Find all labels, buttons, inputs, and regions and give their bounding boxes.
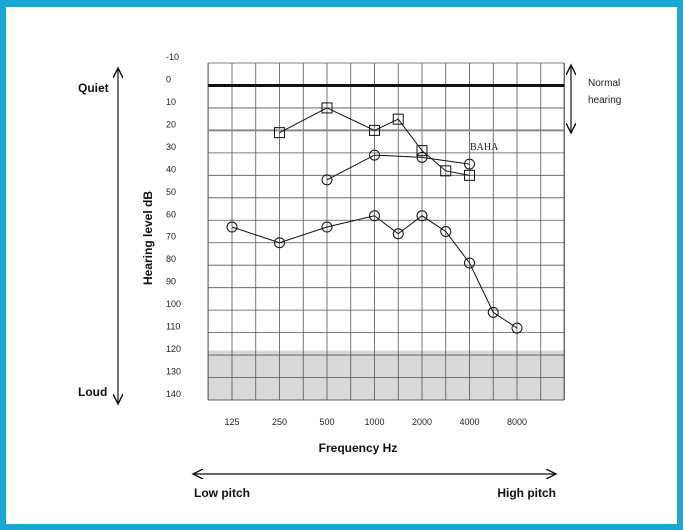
circle-point [416, 151, 428, 163]
square-point [321, 102, 333, 114]
circle-point [321, 221, 333, 233]
y-tick-label: -10 [166, 52, 179, 62]
square-point [392, 113, 404, 125]
y-bottom-label: Loud [78, 385, 107, 399]
y-tick-label: 30 [166, 142, 176, 152]
x-tick-label: 1000 [364, 417, 384, 427]
x-tick-label: 500 [319, 417, 334, 427]
series-line-1 [231, 215, 518, 329]
y-tick-label: 70 [166, 232, 176, 242]
square-point [440, 165, 452, 177]
y-tick-label: 140 [166, 389, 181, 399]
y-tick-label: 80 [166, 254, 176, 264]
square-point [274, 127, 285, 139]
x-tick-label: 125 [224, 417, 239, 427]
shaded-region [208, 350, 564, 400]
y-tick-label: 40 [166, 164, 176, 174]
circle-point [487, 306, 499, 318]
series-line-3 [326, 154, 470, 181]
x-axis-label: Frequency Hz [319, 441, 398, 455]
y-top-label: Quiet [78, 81, 109, 95]
x-tick-label: 8000 [507, 417, 527, 427]
circle-point [274, 237, 285, 249]
high-pitch-label: High pitch [497, 486, 556, 500]
x-tick-label: 250 [272, 417, 287, 427]
circle-point [464, 257, 475, 269]
y-tick-label: 50 [166, 187, 176, 197]
circle-point [511, 322, 523, 334]
square-point [464, 169, 475, 181]
circle-point [440, 226, 452, 237]
baha-label: BAHA [470, 142, 499, 153]
x-tick-label: 2000 [412, 417, 432, 427]
y-tick-label: 90 [166, 277, 176, 287]
circle-point [369, 149, 380, 161]
circle-point [416, 210, 428, 222]
circle-point [464, 158, 475, 170]
low-pitch-label: Low pitch [194, 486, 250, 500]
circle-point [226, 221, 238, 233]
y-tick-label: 20 [166, 119, 176, 129]
square-point [416, 145, 428, 157]
circle-point [321, 174, 333, 186]
normal-hearing-label-line1: Normal [588, 78, 620, 89]
circle-point [392, 228, 404, 240]
y-tick-label: 130 [166, 367, 181, 377]
y-tick-label: 100 [166, 299, 181, 309]
circle-point [369, 210, 380, 222]
y-tick-label: 120 [166, 344, 181, 354]
square-point [369, 124, 380, 136]
y-tick-label: 10 [166, 97, 176, 107]
y-tick-label: 60 [166, 209, 176, 219]
series-line-2 [279, 107, 470, 176]
normal-hearing-label-line2: hearing [588, 95, 621, 106]
y-axis-label: Hearing level dB [141, 191, 155, 285]
y-tick-label: 110 [166, 322, 180, 332]
y-tick-label: 0 [166, 74, 171, 84]
x-tick-label: 4000 [459, 417, 479, 427]
